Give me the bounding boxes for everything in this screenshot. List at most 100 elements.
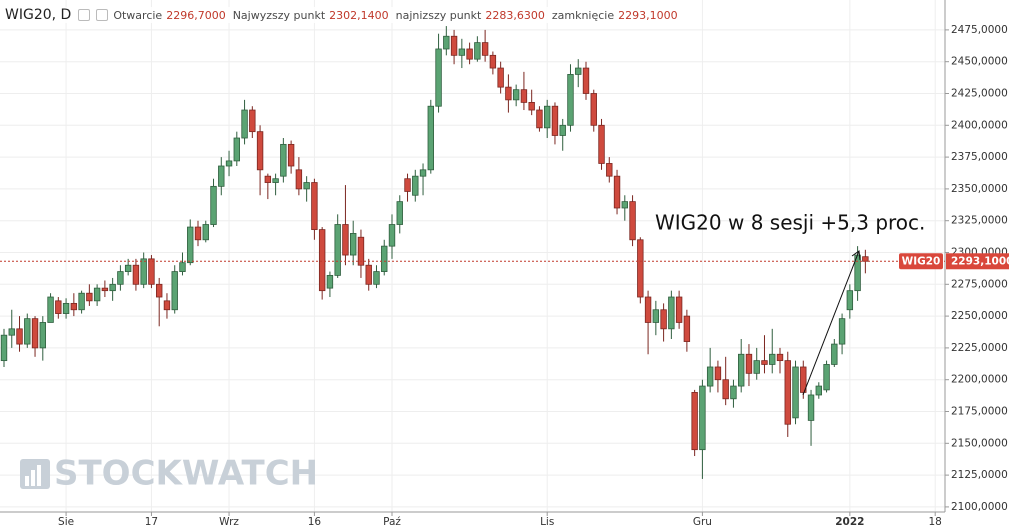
y-tick-label: 2325,0000 (951, 215, 1008, 227)
candle-body (311, 182, 318, 231)
y-tick-label: 2175,0000 (951, 406, 1008, 418)
candle-body (326, 274, 334, 289)
candle-body (505, 86, 512, 101)
candle-body (714, 366, 722, 381)
stat-label: Otwarcie (113, 8, 163, 22)
trend-arrow (802, 250, 860, 396)
candle-body (683, 315, 691, 342)
candle-body (171, 271, 178, 311)
candle-body (388, 224, 396, 247)
y-tick-label: 2125,0000 (951, 469, 1008, 481)
y-tick-label: 2375,0000 (951, 151, 1008, 163)
candles (0, 26, 869, 479)
candle-body (187, 226, 194, 264)
candle-body (699, 385, 706, 451)
x-tick-label: Gru (693, 516, 712, 528)
candle-body (753, 360, 760, 374)
candle-body (458, 48, 466, 56)
candle-body (520, 89, 528, 103)
candle-body (334, 224, 341, 276)
candle-body (381, 245, 388, 272)
stat-value: 2296,7000 (166, 8, 226, 22)
candle-body (101, 287, 109, 292)
candle-body (675, 296, 683, 323)
candle-body (55, 300, 62, 314)
candle-body (838, 318, 846, 345)
candle-body (846, 290, 854, 311)
candle-body (0, 334, 8, 362)
y-tick-label: 2275,0000 (951, 278, 1008, 290)
candle-body (202, 224, 209, 241)
candle-body (256, 131, 264, 171)
stats: Otwarcie 2296,7000 Najwyzszy punkt 2302,140… (113, 9, 680, 22)
watermark-icon-bar (31, 470, 35, 486)
y-tick-label: 2100,0000 (951, 501, 1008, 513)
candle-body (295, 169, 303, 190)
candle-body (807, 394, 815, 421)
candle-body (70, 302, 78, 311)
watermark: STOCKWATCH (54, 454, 318, 494)
x-tick-label: Wrz (219, 516, 239, 528)
x-tick-label: 2022 (835, 516, 864, 528)
annotation: WIG20 w 8 sesji +5,3 proc. (655, 211, 925, 235)
candle-body (303, 182, 310, 190)
candle-body (249, 109, 256, 133)
trend-arrow-head (851, 250, 861, 261)
price-badge-bg (946, 253, 1009, 270)
candle-body (582, 67, 590, 94)
candle-body (652, 309, 660, 323)
candle-body (567, 74, 574, 126)
y-tick-label: 2425,0000 (951, 87, 1008, 99)
candle-body (792, 366, 799, 419)
candle-body (660, 309, 667, 330)
candle-body (396, 201, 403, 225)
stat-label: zamknięcie (551, 8, 615, 22)
candle-body (117, 271, 124, 285)
x-tick-label: 16 (308, 516, 322, 528)
candle-body (264, 175, 272, 183)
candle-body (62, 302, 70, 314)
candle-body (668, 296, 675, 330)
candle-body (155, 283, 163, 298)
candle-body (93, 287, 101, 302)
x-tick-label: 17 (145, 516, 158, 528)
stat-value: 2283,6300 (485, 8, 545, 22)
y-tick-label: 2350,0000 (951, 183, 1008, 195)
candle-body (365, 264, 372, 285)
watermark-icon-bar (25, 476, 29, 486)
candle-body (862, 256, 869, 262)
header: WIG20, D Otwarcie 2296,7000 Najwyzszy punk… (5, 7, 681, 23)
candle-body (745, 353, 753, 374)
x-tick-label: Sie (58, 516, 74, 528)
candle-body (140, 258, 147, 285)
price-badge-name-bg (899, 253, 943, 270)
candle-body (318, 229, 326, 292)
overlay: WIG20 w 8 sesji +5,3 proc. (655, 211, 925, 396)
candle-body (179, 262, 186, 272)
candle-body (443, 35, 450, 50)
candle-body (233, 137, 240, 162)
candle-body (225, 160, 233, 167)
candle-body (621, 201, 628, 209)
icon[interactable] (96, 9, 109, 21)
candle-body (536, 109, 543, 129)
candle-body (575, 67, 582, 75)
candle-body (78, 292, 85, 311)
candle-body (419, 169, 427, 177)
candle-body (738, 353, 745, 387)
candle-body (280, 143, 287, 177)
candle-body (613, 175, 621, 209)
y-tick-label: 2475,0000 (951, 24, 1008, 36)
candle-body (606, 163, 613, 177)
watermark-group: STOCKWATCH (20, 454, 318, 494)
candle-body (86, 292, 93, 302)
icon[interactable] (78, 9, 91, 21)
candle-body (241, 109, 248, 139)
candle-body (497, 67, 504, 88)
candle-body (512, 89, 520, 101)
candle-body (722, 379, 729, 400)
